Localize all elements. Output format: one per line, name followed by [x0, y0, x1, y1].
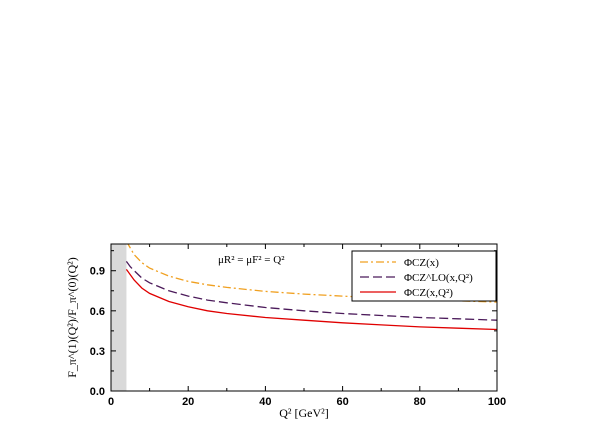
x-tick-label: 60: [336, 396, 348, 408]
series-line-2: [125, 269, 497, 331]
y-tick-label: 0.9: [90, 266, 105, 278]
shaded-region: [111, 244, 127, 391]
legend: ΦCZ(x) ΦCZ^LO(x,Q²) ΦCZ(x,Q²): [351, 250, 497, 302]
x-tick-label: 0: [108, 396, 114, 408]
series-line-1: [125, 261, 497, 321]
x-tick-label: 80: [414, 396, 426, 408]
x-tick-label: 20: [182, 396, 194, 408]
y-axis-title: F_π^(1)(Q²)/F_π^(0)(Q²): [65, 257, 79, 378]
legend-label-2: ΦCZ(x,Q²): [404, 287, 453, 299]
y-tick-label: 0.3: [90, 346, 105, 358]
y-tick-label: 0.0: [90, 386, 105, 398]
y-tick-label: 0.6: [90, 306, 105, 318]
legend-box: [351, 250, 497, 302]
annotation: μR² = μF² = Q²: [218, 254, 285, 266]
x-tick-label: 100: [488, 396, 506, 408]
legend-label-1: ΦCZ^LO(x,Q²): [404, 272, 473, 284]
x-tick-label: 40: [259, 396, 271, 408]
legend-label-0: ΦCZ(x): [404, 257, 439, 269]
x-axis-title: Q² [GeV²]: [279, 406, 329, 420]
x-axis: 0 20 40 60 80 100: [108, 244, 506, 408]
y-axis: 0.0 0.3 0.6 0.9: [90, 250, 497, 398]
